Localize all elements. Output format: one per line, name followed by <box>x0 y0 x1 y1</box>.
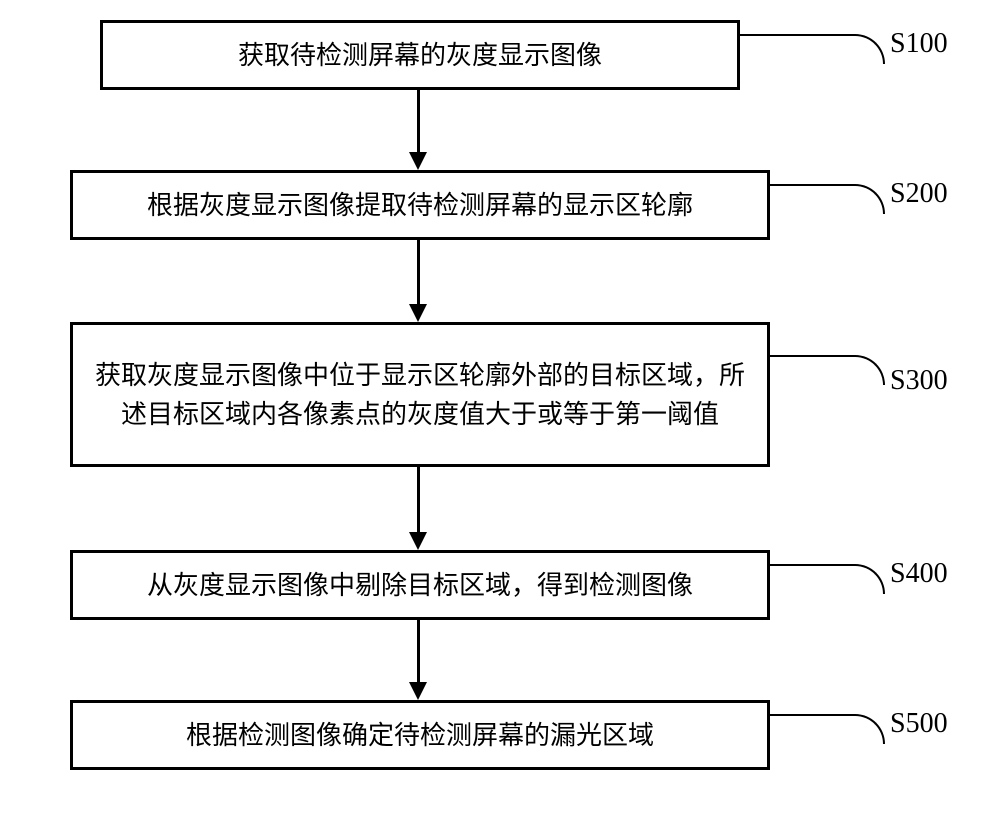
step-label-s100: S100 <box>890 28 948 60</box>
step-text: 获取灰度显示图像中位于显示区轮廓外部的目标区域，所述目标区域内各像素点的灰度值大… <box>89 356 751 434</box>
connector-line <box>770 714 885 744</box>
step-label-s400: S400 <box>890 558 948 590</box>
flowchart-step-s100: 获取待检测屏幕的灰度显示图像 <box>100 20 740 90</box>
step-text: 根据检测图像确定待检测屏幕的漏光区域 <box>186 716 654 755</box>
flowchart-step-s400: 从灰度显示图像中剔除目标区域，得到检测图像 <box>70 550 770 620</box>
step-text: 从灰度显示图像中剔除目标区域，得到检测图像 <box>147 566 693 605</box>
arrow-line <box>417 467 420 532</box>
flowchart-step-s300: 获取灰度显示图像中位于显示区轮廓外部的目标区域，所述目标区域内各像素点的灰度值大… <box>70 322 770 467</box>
step-label-s200: S200 <box>890 178 948 210</box>
step-label-s500: S500 <box>890 708 948 740</box>
connector-line <box>770 184 885 214</box>
arrow-head-icon <box>409 682 427 700</box>
flowchart-canvas: 获取待检测屏幕的灰度显示图像 S100 根据灰度显示图像提取待检测屏幕的显示区轮廓 S… <box>0 0 1000 833</box>
arrow-line <box>417 90 420 152</box>
step-text: 获取待检测屏幕的灰度显示图像 <box>238 36 602 75</box>
connector-line <box>770 355 885 385</box>
flowchart-step-s500: 根据检测图像确定待检测屏幕的漏光区域 <box>70 700 770 770</box>
flowchart-step-s200: 根据灰度显示图像提取待检测屏幕的显示区轮廓 <box>70 170 770 240</box>
arrow-head-icon <box>409 532 427 550</box>
connector-line <box>770 564 885 594</box>
step-label-s300: S300 <box>890 365 948 397</box>
step-text: 根据灰度显示图像提取待检测屏幕的显示区轮廓 <box>147 186 693 225</box>
arrow-line <box>417 620 420 682</box>
arrow-line <box>417 240 420 304</box>
arrow-head-icon <box>409 304 427 322</box>
connector-line <box>740 34 885 64</box>
arrow-head-icon <box>409 152 427 170</box>
